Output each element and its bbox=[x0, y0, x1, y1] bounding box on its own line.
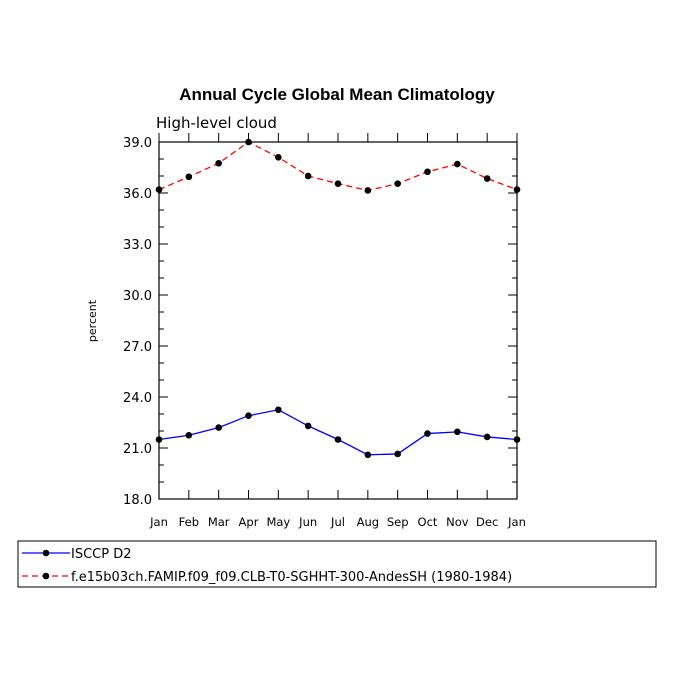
x-tick-label: Feb bbox=[179, 515, 199, 529]
series-1-point bbox=[364, 451, 372, 459]
series-2-point bbox=[334, 180, 342, 187]
y-tick-label: 36.0 bbox=[123, 187, 152, 202]
chart-subtitle: High-level cloud bbox=[156, 114, 277, 132]
series-2-point bbox=[394, 180, 401, 187]
series-1-point bbox=[185, 431, 193, 439]
x-tick-label: Jul bbox=[330, 515, 345, 529]
legend-marker-2 bbox=[42, 572, 50, 580]
x-tick-label: Aug bbox=[357, 515, 379, 529]
y-tick-label: 33.0 bbox=[123, 238, 152, 253]
x-tick-label: Jan bbox=[507, 515, 526, 529]
series-1-point bbox=[215, 424, 222, 431]
y-tick-label: 24.0 bbox=[123, 391, 152, 406]
series-line-1 bbox=[158, 409, 518, 456]
series-1-point bbox=[304, 422, 312, 430]
y-tick-label: 18.0 bbox=[123, 493, 152, 508]
y-tick-label: 27.0 bbox=[123, 340, 152, 355]
x-tick-label: Dec bbox=[476, 515, 498, 529]
series-1-point bbox=[245, 412, 252, 420]
legend-label-1: ISCCP D2 bbox=[71, 547, 132, 562]
series-2-point bbox=[364, 187, 372, 194]
plot-frame bbox=[158, 141, 518, 500]
chart-title: Annual Cycle Global Mean Climatology bbox=[179, 85, 495, 104]
series-2-point bbox=[454, 160, 461, 168]
series-2-point bbox=[424, 168, 431, 176]
x-tick-label: Jan bbox=[149, 515, 168, 529]
x-tick-label: Nov bbox=[446, 515, 469, 529]
y-axis-label: percent bbox=[86, 299, 99, 342]
series-2-point bbox=[215, 159, 222, 167]
y-axis: 18.0 21.0 24.0 27.0 30.0 33.0 36.0 39.0 bbox=[123, 136, 517, 508]
x-tick-label: Apr bbox=[239, 515, 259, 529]
legend: ISCCP D2 f.e15b03ch.FAMIP.f09_f09.CLB-T0-… bbox=[17, 540, 657, 588]
x-tick-label: Oct bbox=[418, 515, 438, 529]
series-2-point bbox=[275, 154, 282, 161]
legend-label-2: f.e15b03ch.FAMIP.f09_f09.CLB-T0-SGHHT-30… bbox=[71, 570, 512, 585]
x-axis: Jan Feb Mar Apr May Jun Jul Aug Sep Oct Nov Dec Jan bbox=[149, 133, 526, 529]
series-2-point bbox=[185, 173, 193, 181]
y-tick-label: 21.0 bbox=[123, 442, 152, 457]
series-1-point bbox=[424, 430, 431, 437]
series-1-point bbox=[394, 450, 401, 458]
x-tick-label: Sep bbox=[387, 515, 409, 529]
legend-box bbox=[17, 540, 657, 588]
series-2-point bbox=[483, 175, 491, 182]
x-tick-label: Mar bbox=[208, 515, 230, 529]
x-tick-label: May bbox=[266, 515, 290, 529]
x-tick-label: Jun bbox=[298, 515, 317, 529]
series-1-point bbox=[483, 433, 491, 441]
y-tick-label: 39.0 bbox=[123, 136, 152, 151]
series-1-point bbox=[334, 436, 342, 443]
series-2-point bbox=[304, 172, 312, 180]
series-1-point bbox=[454, 428, 461, 436]
series-layer bbox=[155, 138, 521, 459]
y-tick-label: 30.0 bbox=[123, 289, 152, 304]
series-1-point bbox=[275, 406, 282, 414]
legend-marker-1 bbox=[42, 549, 50, 557]
